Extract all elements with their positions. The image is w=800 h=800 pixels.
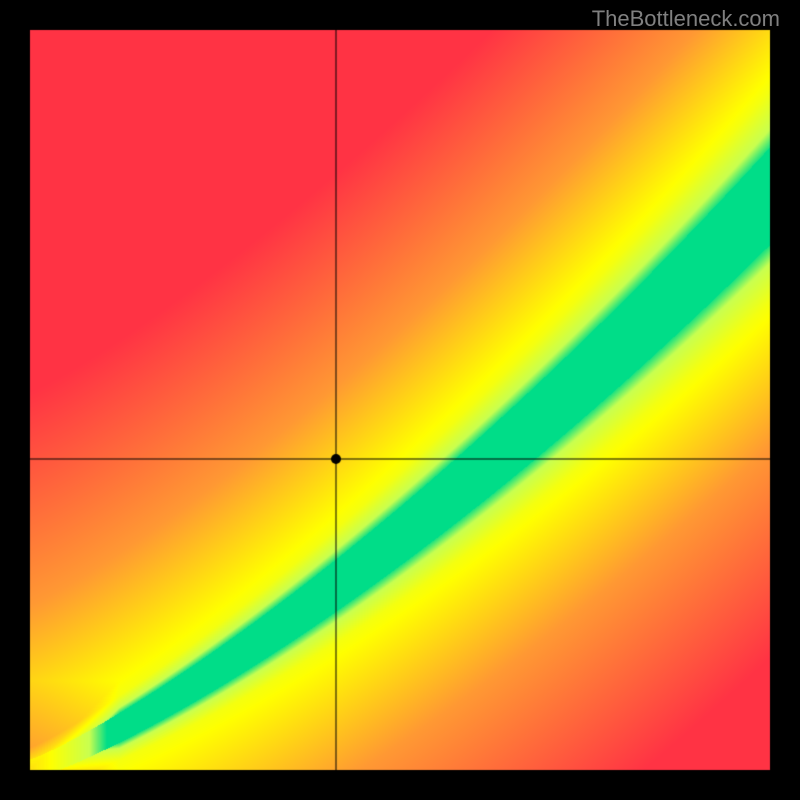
watermark-text: TheBottleneck.com — [592, 6, 780, 32]
chart-container: TheBottleneck.com — [0, 0, 800, 800]
bottleneck-heatmap — [0, 0, 800, 800]
